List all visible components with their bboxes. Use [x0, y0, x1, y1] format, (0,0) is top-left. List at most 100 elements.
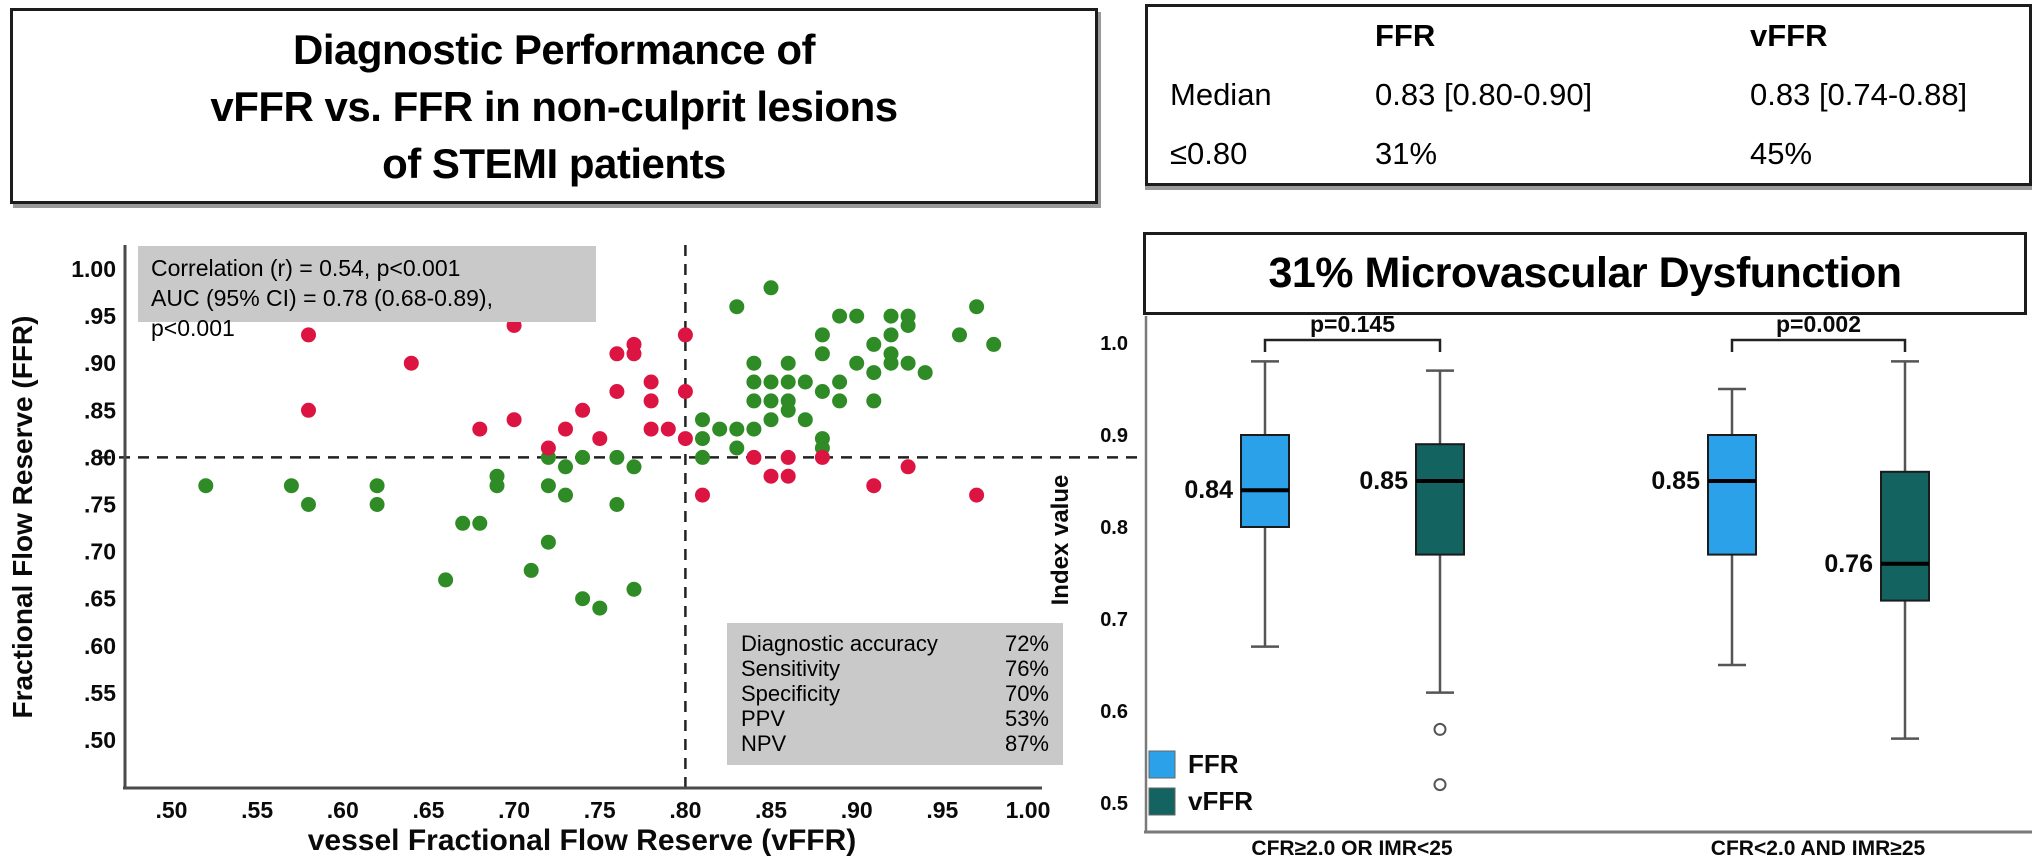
boxplot-y-tick-label: 0.9 [1100, 425, 1128, 447]
scatter-point-concordant [729, 421, 745, 437]
metric-value: 53% [1004, 706, 1049, 731]
x-tick-label: .55 [241, 797, 273, 823]
boxplot-title-box: 31% Microvascular Dysfunction [1143, 232, 2027, 315]
scatter-point-discordant [301, 327, 316, 343]
scatter-point-concordant [763, 412, 779, 428]
y-tick-label: .80 [84, 444, 116, 470]
scatter-point-concordant [832, 308, 848, 324]
y-tick-label: .55 [84, 680, 116, 706]
scatter-point-concordant [986, 336, 1002, 352]
scatter-point-concordant [575, 449, 591, 465]
scatter-point-discordant [677, 327, 693, 343]
scatter-point-concordant [969, 299, 985, 315]
scatter-point-discordant [643, 421, 659, 437]
correlation-annotation-box: Correlation (r) = 0.54, p<0.001 AUC (95%… [138, 246, 596, 341]
scatter-point-discordant [609, 384, 625, 399]
scatter-point-discordant [643, 393, 659, 409]
main-title-box: Diagnostic Performance of vFFR vs. FFR i… [10, 8, 1098, 204]
main-title-line-1: Diagnostic Performance of [293, 26, 815, 73]
scatter-plot: .50.55.60.65.70.75.80.85.90.95 1.001.00.9… [7, 245, 1138, 857]
scatter-point-concordant [832, 393, 848, 409]
y-tick-label: .70 [84, 539, 116, 565]
scatter-point-concordant [455, 515, 471, 531]
scatter-point-concordant [849, 355, 865, 371]
y-tick-label: .60 [84, 633, 116, 659]
scatter-point-concordant [609, 449, 625, 465]
scatter-point-concordant [797, 374, 813, 390]
scatter-point-concordant [472, 515, 488, 531]
scatter-point-concordant [883, 355, 899, 371]
scatter-point-discordant [540, 440, 556, 456]
scatter-point-concordant [780, 402, 796, 418]
metric-label: NPV [741, 731, 787, 756]
boxplot-chart: 1.0 0.9 0.8 0.7 0.6 0.5 Index value p=0.145 0.84… [1047, 311, 2032, 859]
y-tick-label: .85 [84, 397, 116, 423]
y-tick-label: .75 [84, 492, 116, 518]
y-tick-label: .65 [84, 586, 116, 612]
scatter-point-concordant [746, 355, 762, 371]
box-vffr [1415, 443, 1465, 556]
scatter-point-concordant [814, 346, 830, 362]
p-value-label: p=0.145 [1310, 311, 1395, 337]
summary-table: FFR vFFR Median 0.83 [0.80-0.90] 0.83 [0… [1145, 4, 2032, 186]
scatter-point-concordant [832, 374, 848, 390]
scatter-point-concordant [540, 478, 556, 494]
scatter-point-concordant [866, 336, 882, 352]
scatter-point-discordant [506, 412, 522, 428]
scatter-point-discordant [609, 346, 625, 362]
scatter-point-concordant [900, 318, 916, 333]
group-category-label: CFR<2.0 AND IMR≥25 [1711, 837, 1926, 859]
auc-text: AUC (95% CI) = 0.78 (0.68-0.89), p<0.001 [151, 285, 493, 341]
scatter-point-discordant [472, 421, 488, 437]
x-tick-label: .70 [498, 797, 530, 823]
scatter-point-concordant [849, 308, 865, 324]
metric-row: Sensitivity 76% [741, 656, 1049, 681]
correlation-text: Correlation (r) = 0.54, p<0.001 [151, 255, 461, 281]
metric-label: Specificity [741, 681, 841, 706]
scatter-point-concordant [695, 412, 710, 428]
scatter-point-concordant [695, 431, 710, 447]
group-category-label: CFR≥2.0 OR IMR<25 [1251, 837, 1452, 859]
scatter-point-concordant [883, 327, 899, 343]
scatter-point-discordant [677, 384, 693, 399]
metric-value: 76% [1004, 656, 1049, 681]
scatter-point-concordant [523, 562, 539, 578]
metric-value: 87% [1004, 731, 1049, 756]
y-tick-label: .50 [84, 727, 116, 753]
y-axis-label: Fractional Flow Reserve (FFR) [7, 316, 38, 719]
x-tick-label: .95 [926, 797, 958, 823]
summary-header-ffr: FFR [1375, 18, 1436, 54]
scatter-point-discordant [301, 402, 316, 418]
metric-value: 70% [1004, 681, 1049, 706]
scatter-point-concordant [592, 600, 608, 616]
metric-label: Sensitivity [741, 656, 841, 681]
scatter-point-concordant [883, 308, 899, 324]
scatter-point-concordant [763, 374, 779, 390]
outlier-point [1433, 778, 1447, 792]
legend-swatch-vffr [1148, 787, 1176, 816]
scatter-point-discordant [746, 449, 762, 465]
scatter-point-concordant [369, 478, 385, 494]
summary-row-median-vffr: 0.83 [0.74-0.88] [1750, 76, 1968, 112]
scatter-point-discordant [695, 487, 710, 503]
boxplot-y-tick-label: 0.6 [1100, 701, 1128, 723]
x-tick-label: .85 [755, 797, 787, 823]
scatter-point-discordant [780, 449, 796, 465]
median-value-label: 0.85 [1359, 467, 1408, 495]
main-title-line-3: of STEMI patients [382, 140, 726, 187]
median-value-label: 0.84 [1184, 476, 1233, 504]
legend-label-ffr: FFR [1188, 749, 1239, 779]
scatter-point-concordant [797, 412, 813, 428]
summary-row-cutoff-vffr: 45% [1750, 135, 1813, 171]
scatter-point-discordant [558, 421, 573, 437]
scatter-point-concordant [952, 327, 967, 343]
scatter-point-concordant [729, 299, 745, 315]
scatter-point-discordant [780, 468, 796, 484]
x-tick-label: .90 [841, 797, 873, 823]
scatter-point-concordant [763, 393, 779, 409]
scatter-point-discordant [643, 374, 659, 390]
summary-header-vffr: vFFR [1750, 18, 1828, 54]
x-axis-label: vessel Fractional Flow Reserve (vFFR) [308, 824, 857, 857]
boxplot-y-axis-label: Index value [1047, 475, 1074, 606]
scatter-point-concordant [866, 393, 882, 409]
